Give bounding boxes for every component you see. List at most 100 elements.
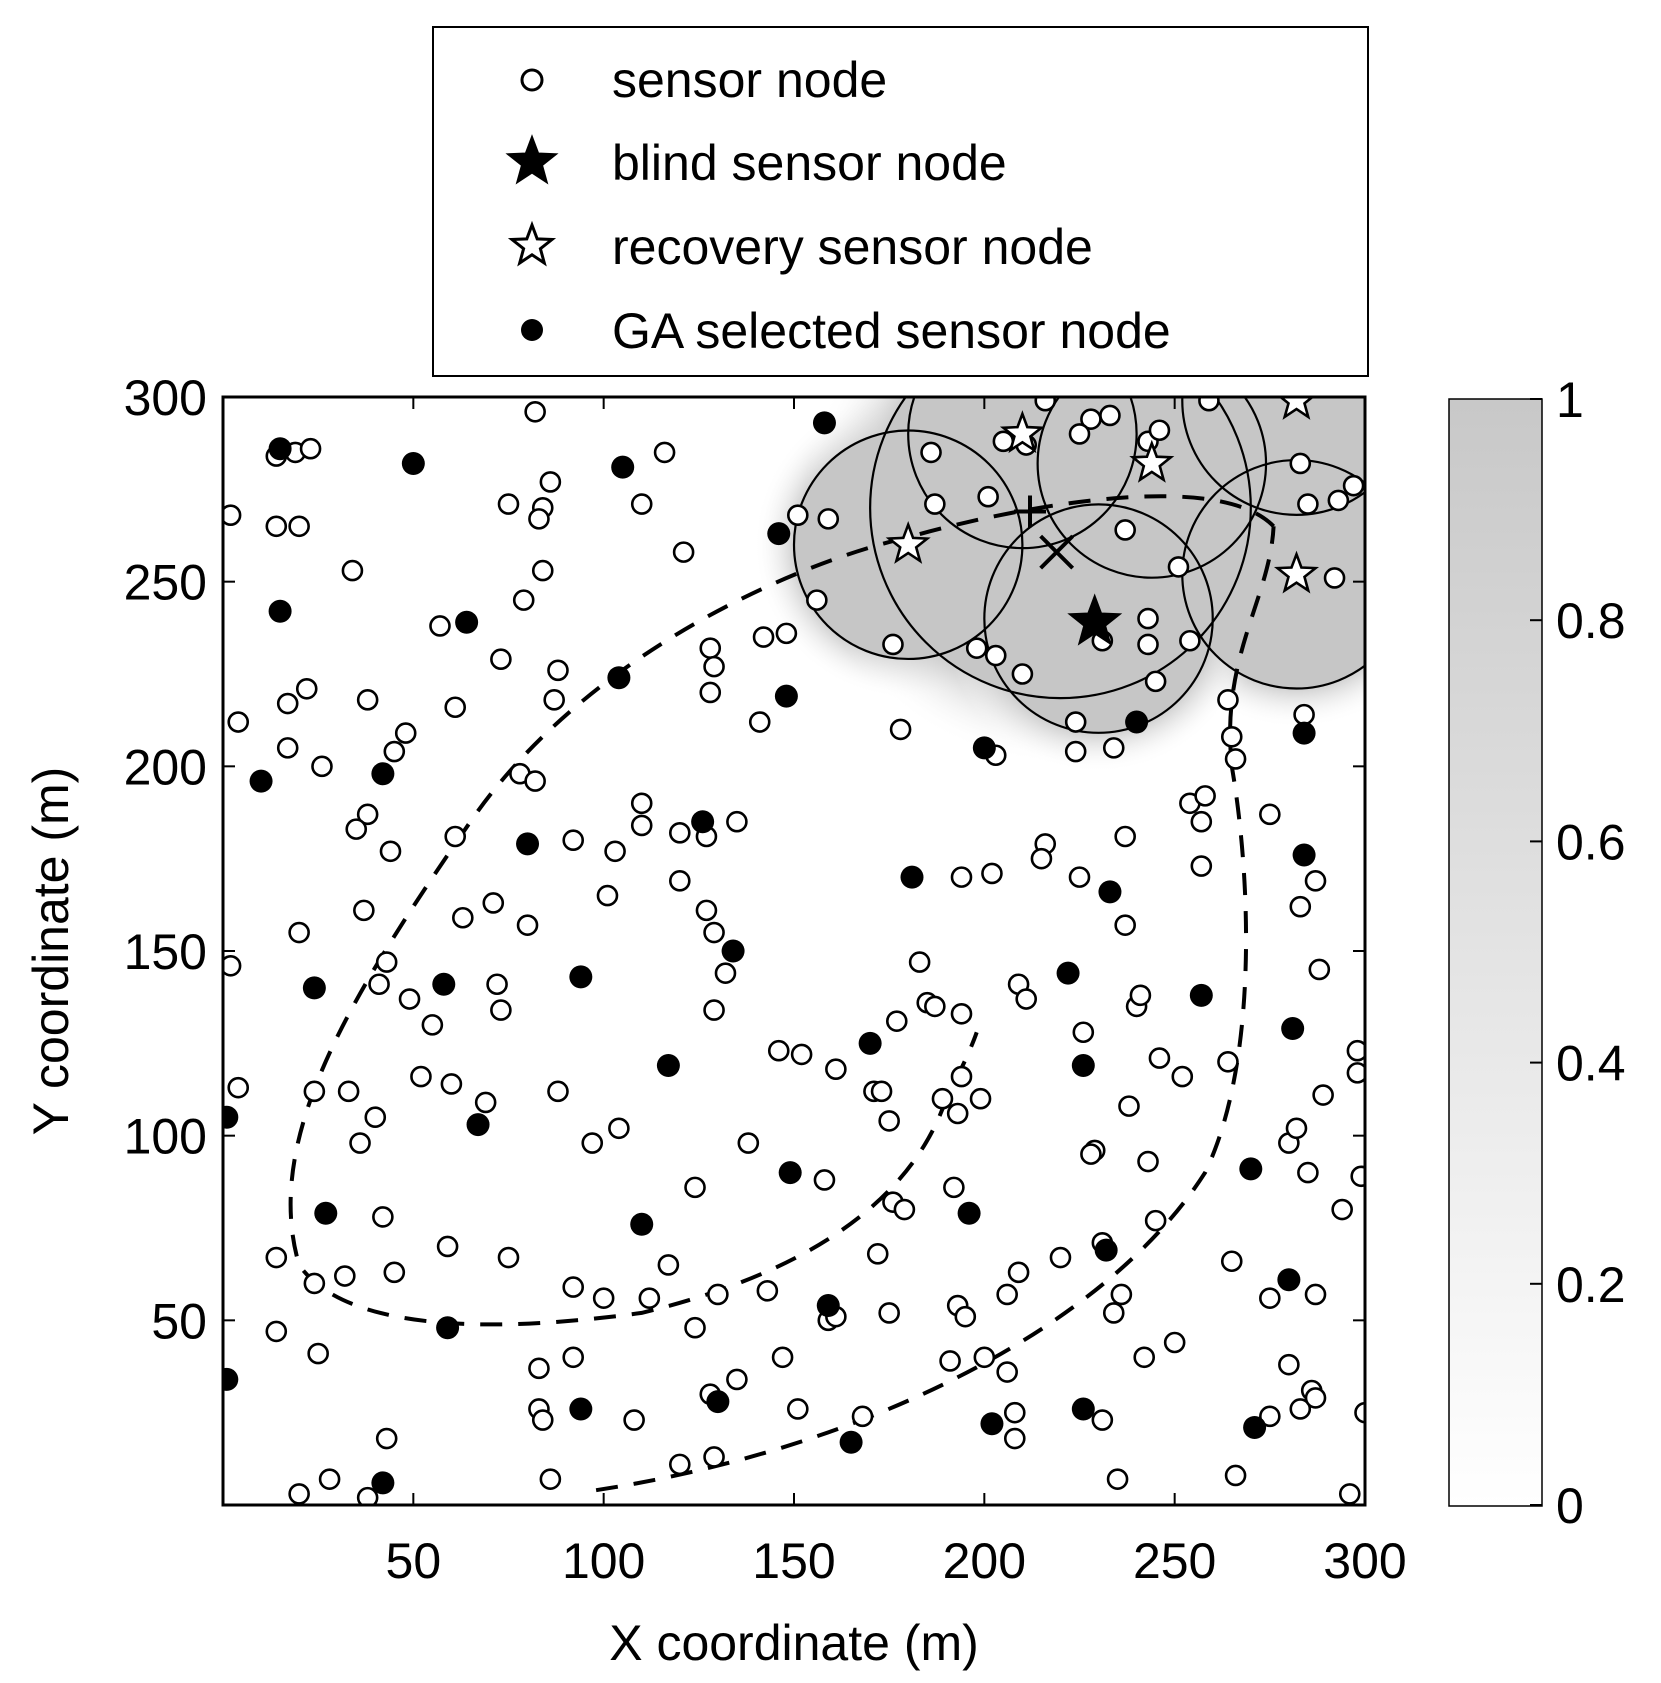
sensor-node <box>668 822 691 844</box>
legend-item-sensor: sensor node <box>520 52 887 108</box>
sensor-node <box>1011 663 1034 685</box>
sensor-node <box>996 1283 1018 1306</box>
sensor-node <box>356 1486 379 1505</box>
ga-selected-node <box>1243 1415 1267 1439</box>
ga-selected-node <box>767 522 791 546</box>
sensor-node <box>1015 988 1038 1010</box>
coverage-circle <box>869 397 1252 700</box>
sensor-node <box>295 677 318 700</box>
ga-selected-node <box>900 865 924 889</box>
x-tick-label: 150 <box>752 1533 835 1589</box>
sensor-node <box>1064 740 1087 763</box>
sensor-node <box>924 995 946 1018</box>
sensor-node <box>1289 452 1312 475</box>
sensor-node <box>276 692 299 715</box>
sensor-node <box>528 508 550 530</box>
sensor-node <box>1289 895 1312 918</box>
sensor-node <box>303 1080 326 1103</box>
x-tick-label: 200 <box>943 1533 1026 1589</box>
sensor-node <box>375 951 398 973</box>
coverage-circle <box>983 503 1214 734</box>
sensor-node <box>699 681 722 704</box>
sensor-node <box>1259 803 1281 826</box>
sensor-node <box>1110 1283 1133 1306</box>
sensor-node <box>1030 847 1053 870</box>
sensor-node <box>973 1346 996 1369</box>
sensor-node <box>790 1043 813 1066</box>
legend-label-ga: GA selected sensor node <box>612 303 1171 359</box>
sensor-node <box>227 1076 250 1099</box>
sensor-node <box>1354 1401 1365 1424</box>
sensor-node <box>684 1176 706 1199</box>
sensor-node <box>288 1483 310 1505</box>
sensor-node <box>303 1272 326 1295</box>
sensor-node <box>452 906 474 929</box>
sensor-node <box>368 973 390 996</box>
recovery-region-shade <box>754 397 1365 773</box>
dashed-path <box>595 765 1249 1493</box>
sensor-node <box>878 1302 900 1324</box>
ga-selected-node <box>980 1412 1004 1436</box>
sensor-node <box>1068 423 1091 445</box>
sensor-node <box>1137 607 1159 630</box>
sensor-node <box>299 437 322 460</box>
sensor-node <box>653 441 676 464</box>
x-tick-label: 100 <box>562 1533 645 1589</box>
sensor-node <box>806 589 828 611</box>
sensor-node <box>817 508 840 530</box>
sensor-node <box>1190 810 1213 833</box>
sensor-node <box>353 899 375 922</box>
sensor-node <box>265 1246 288 1269</box>
sensor-node <box>931 1087 954 1110</box>
sensor-node <box>726 1368 748 1391</box>
sensor-node <box>889 718 912 741</box>
sensor-node <box>893 1198 916 1221</box>
ga-selected-node <box>1056 961 1080 985</box>
coverage-circle <box>907 397 1138 550</box>
sensor-node <box>668 1453 691 1476</box>
colorbar-ticks: 0 0.2 0.4 0.6 0.8 1 <box>1530 372 1626 1534</box>
sensor-node <box>1342 474 1365 497</box>
sensor-node <box>1003 1401 1026 1424</box>
ga-selected-node <box>401 451 425 475</box>
recovery-sensor-node <box>999 410 1045 454</box>
sensor-node <box>1220 1250 1243 1273</box>
ga-selected-node <box>466 1113 490 1137</box>
sensor-node <box>630 814 653 837</box>
ga-selected-node <box>1239 1157 1263 1181</box>
sensor-node <box>1137 633 1159 656</box>
ga-selected-node <box>816 1294 840 1318</box>
y-tick-label: 100 <box>124 1109 207 1165</box>
sensor-node <box>398 988 421 1010</box>
sensor-node <box>1304 1283 1327 1306</box>
ga-selected-node <box>223 1105 239 1129</box>
recovery-star-marker <box>507 220 557 267</box>
sensor-node <box>444 825 467 848</box>
sensor-node <box>965 637 988 659</box>
sensor-node <box>1217 689 1239 711</box>
sensor-node <box>684 1316 706 1339</box>
sensor-node <box>341 559 364 582</box>
sensor-node <box>334 1265 356 1287</box>
sensor-node <box>1323 567 1346 589</box>
sensor-node <box>596 884 619 907</box>
sensor-node <box>1102 1302 1125 1324</box>
ga-selected-node <box>371 1471 395 1495</box>
sensor-node <box>356 689 379 711</box>
sensor-node <box>531 559 554 582</box>
sensor-node <box>981 862 1003 885</box>
sensor-node <box>703 1446 725 1468</box>
legend-label-sensor: sensor node <box>612 52 887 108</box>
sensor-node <box>490 999 512 1021</box>
legend: sensor node blind sensor node recovery s… <box>432 26 1369 377</box>
ga-selected-node <box>812 411 836 435</box>
sensor-node <box>1338 1483 1361 1505</box>
axis-layer: 50 100 150 200 250 300 50 100 150 200 250 300 <box>124 370 1407 1589</box>
sensor-node <box>668 870 691 892</box>
sensor-node <box>752 626 775 648</box>
legend-item-recovery: recovery sensor node <box>507 219 1093 275</box>
sensor-node <box>767 1039 790 1062</box>
sensor-node <box>870 1080 893 1103</box>
sensor-node <box>825 1058 847 1080</box>
ga-selected-node <box>1071 1397 1095 1421</box>
